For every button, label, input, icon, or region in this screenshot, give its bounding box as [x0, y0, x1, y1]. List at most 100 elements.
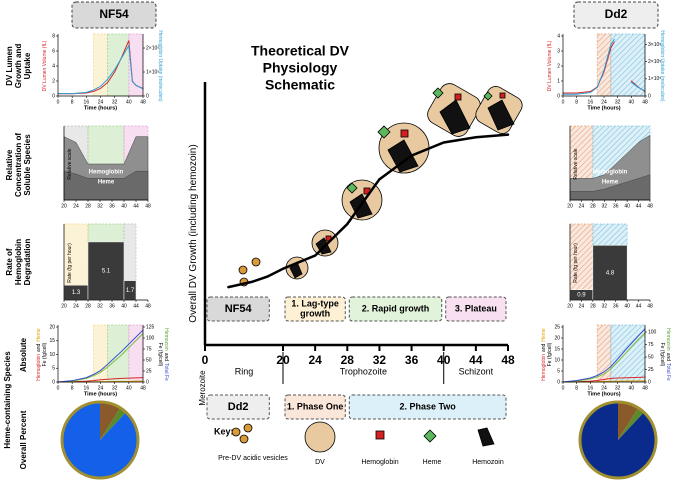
row-label: Degradation	[23, 239, 32, 286]
x-tick-label: 0	[562, 385, 565, 391]
y-axis-label: Relative scale	[67, 148, 73, 179]
bar-value-label: 5.1	[102, 269, 111, 275]
x-tick-label: 36	[613, 203, 619, 209]
phase-label: 2. Phase Two	[399, 401, 456, 411]
axis-label-part: and	[163, 353, 169, 362]
x-tick-label: 8	[71, 385, 74, 391]
hemoglobin	[499, 92, 506, 99]
x-tick-label: 16	[588, 99, 594, 105]
x-tick-label: 48	[145, 303, 151, 309]
axis-label-part: DV Lumen Volume (fL)	[547, 40, 553, 91]
key-icons	[231, 421, 495, 453]
phase-label: 1. Lag-type	[291, 298, 339, 308]
y2-tick-label: 1×10⁵	[648, 76, 661, 82]
pie-border	[60, 400, 140, 480]
axis-label-part: Rate (fg per hour)	[573, 243, 579, 283]
x-tick-label: 44	[636, 203, 642, 209]
y2-axis-label: Hemoglobin Uptake (molecules)	[659, 30, 665, 101]
x-axis-label: Time (hours)	[587, 105, 620, 111]
row-label: Growth and	[14, 44, 23, 89]
pie-slice	[618, 407, 645, 440]
y-tick-label: 4	[557, 33, 560, 39]
chart-title: Physiology	[263, 60, 338, 76]
x-tick-label: 8	[575, 99, 578, 105]
hemozoin	[477, 427, 495, 447]
y-tick-label: 0	[557, 93, 560, 99]
y-tick-label: 0	[557, 379, 560, 385]
x-tick-label: 28	[341, 353, 355, 367]
area-label: Hemoglobin	[593, 170, 628, 176]
y2-tick-label: 75	[146, 346, 152, 352]
y-axis-label: Rate (fg per hour)	[67, 243, 73, 283]
y2-tick-label: 0	[146, 93, 149, 99]
y2-axis-label: Hemoglobin Uptake (molecules)	[157, 30, 163, 101]
line-series	[562, 332, 646, 383]
x-tick-label: 0	[202, 353, 209, 367]
y-tick-label: 20	[49, 324, 55, 330]
axis-label-part: Hemoglobin Uptake (molecules)	[659, 30, 665, 101]
row-label: DV Lumen	[5, 46, 14, 86]
phase-box	[348, 296, 443, 322]
y2-tick-label: 100	[146, 335, 155, 341]
x-tick-label: 20	[567, 203, 573, 209]
axis-label-part: and	[665, 353, 671, 362]
row-label: Uptake	[23, 52, 32, 79]
phase-label: Dd2	[228, 401, 249, 413]
phase-label: growth	[300, 308, 330, 318]
axis-label-part: DV Lumen Volume (fL)	[42, 40, 48, 91]
x-tick-label: 44	[636, 303, 642, 309]
area-label: Hemoglobin	[89, 170, 124, 176]
x-tick-label: 44	[133, 203, 139, 209]
y2-tick-label: 25	[648, 367, 654, 373]
y2-tick-label: 100	[648, 329, 657, 335]
x-tick-label: 32	[112, 99, 118, 105]
hemoglobin	[454, 93, 462, 101]
chart-title: Schematic	[265, 77, 335, 93]
x-tick-label: 36	[109, 203, 115, 209]
y-axis-label: Fe (fg/cell)	[547, 342, 553, 366]
y-tick-label: 2	[52, 78, 55, 84]
y-tick-label: 3	[557, 48, 560, 54]
line-series	[562, 38, 646, 95]
y-tick-label: 1	[557, 78, 560, 84]
x-tick-label: 48	[642, 385, 648, 391]
x-axis-label: Time (hours)	[587, 391, 620, 397]
phase-shading	[596, 33, 612, 97]
x-tick-label: 28	[85, 303, 91, 309]
x-tick-label: 28	[590, 303, 596, 309]
phase-shading	[128, 324, 144, 383]
axis-label-part: and	[36, 343, 42, 352]
phase-shading	[610, 33, 646, 97]
x-tick-label: 20	[567, 303, 573, 309]
axis-label-part: Hemozoin	[163, 328, 169, 351]
x-axis-label: Time (hours)	[84, 391, 117, 397]
line-series	[57, 333, 144, 383]
y-tick-label: 6	[52, 48, 55, 54]
x-tick-label: 20	[61, 303, 67, 309]
bar-value-label: 1.7	[126, 288, 135, 294]
row-label: Hemoglobin	[14, 239, 23, 285]
row-label: Rate of	[5, 248, 14, 275]
key-label: Hemoglobin	[361, 459, 398, 466]
pie-border	[578, 400, 658, 480]
x-tick-label: 24	[308, 353, 322, 367]
axis-label-part: Fe (fg/cell)	[157, 343, 163, 367]
x-tick-label: 40	[121, 303, 127, 309]
x-tick-label: 48	[647, 303, 653, 309]
hemozoin	[439, 99, 471, 135]
cartoon	[238, 83, 523, 287]
y2-tick-label: 1×10⁵	[146, 69, 159, 75]
y-axis-label: Fe (fg/cell)	[42, 342, 48, 366]
phase-box	[284, 394, 346, 420]
heme	[377, 125, 391, 139]
pie-slice	[580, 402, 657, 478]
x-tick-label: 0	[562, 99, 565, 105]
y2-tick-label: 2×10⁵	[648, 59, 661, 65]
vesicle	[243, 423, 253, 433]
phase-box	[206, 296, 270, 322]
x-tick-label: 40	[624, 203, 630, 209]
line-series	[57, 329, 144, 383]
boundary-label: Merozoite	[198, 370, 207, 406]
chart-title: Theoretical DV	[251, 43, 350, 59]
x-tick-label: 24	[98, 99, 104, 105]
